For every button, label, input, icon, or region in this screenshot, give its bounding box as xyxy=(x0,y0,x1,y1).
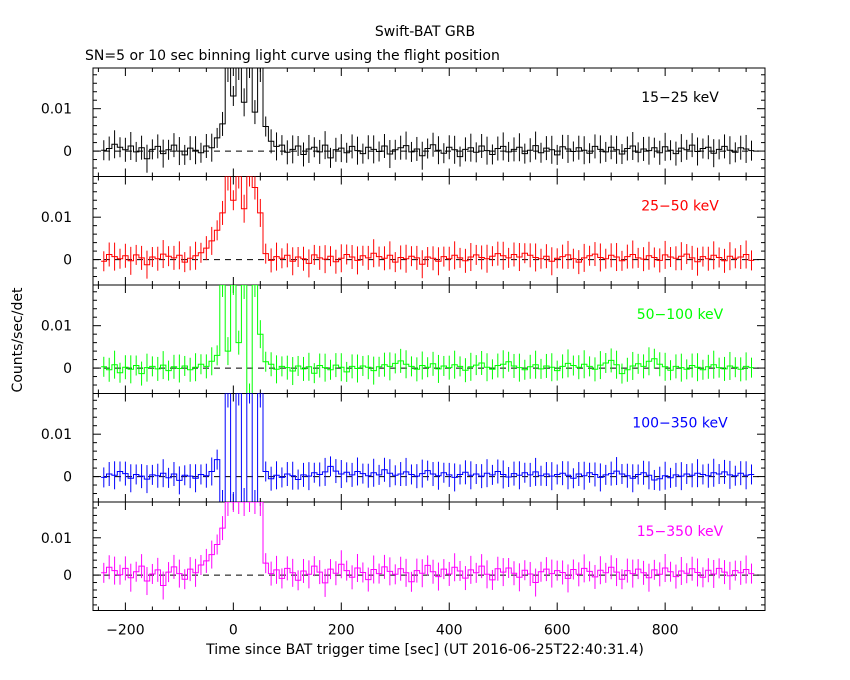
x-tick-label: −200 xyxy=(106,623,144,639)
band-label: 15−25 keV xyxy=(641,90,719,106)
x-tick-label: 400 xyxy=(436,623,463,639)
panel-1: 0 0.01 15−25 keV xyxy=(41,67,766,177)
panels-group: 0 0.01 15−25 keV 0 0.01 25−50 keV 0 0.01 50−100 … xyxy=(41,67,766,639)
chart-subtitle: SN=5 or 10 sec binning light curve using… xyxy=(85,48,500,64)
series-group xyxy=(101,68,755,173)
series-group xyxy=(101,393,755,502)
y-tick-label: 0.01 xyxy=(41,427,72,443)
panel-4: 0 0.01 100−350 keV xyxy=(41,393,766,503)
y-tick-label: 0.01 xyxy=(41,531,72,547)
series-group xyxy=(101,285,755,394)
y-tick-label: 0 xyxy=(63,470,72,486)
series-steps xyxy=(101,502,755,586)
y-tick-label: 0 xyxy=(63,568,72,584)
band-label: 25−50 keV xyxy=(641,199,719,215)
y-tick-label: 0 xyxy=(63,253,72,269)
series-group xyxy=(101,176,755,279)
y-tick-label: 0.01 xyxy=(41,102,72,118)
x-tick-labels: −200 0 200 400 600 800 xyxy=(106,623,678,639)
y-tick-label: 0 xyxy=(63,361,72,377)
x-tick-label: 600 xyxy=(544,623,571,639)
y-tick-label: 0 xyxy=(63,144,72,160)
band-label: 15−350 keV xyxy=(637,524,724,540)
x-tick-label: 0 xyxy=(229,623,238,639)
x-axis-label: Time since BAT trigger time [sec] (UT 20… xyxy=(205,642,644,658)
chart-title: Swift-BAT GRB xyxy=(375,24,475,40)
panel-5: 0 0.01 15−350 keV xyxy=(41,501,766,611)
y-tick-label: 0.01 xyxy=(41,210,72,226)
y-tick-label: 0.01 xyxy=(41,319,72,335)
x-tick-label: 200 xyxy=(328,623,355,639)
series-group xyxy=(101,502,755,600)
x-tick-label: 800 xyxy=(652,623,679,639)
band-label: 50−100 keV xyxy=(637,307,724,323)
band-label: 100−350 keV xyxy=(632,416,728,432)
panel-frame xyxy=(92,501,766,611)
y-axis-label: Counts/sec/det xyxy=(10,287,26,392)
